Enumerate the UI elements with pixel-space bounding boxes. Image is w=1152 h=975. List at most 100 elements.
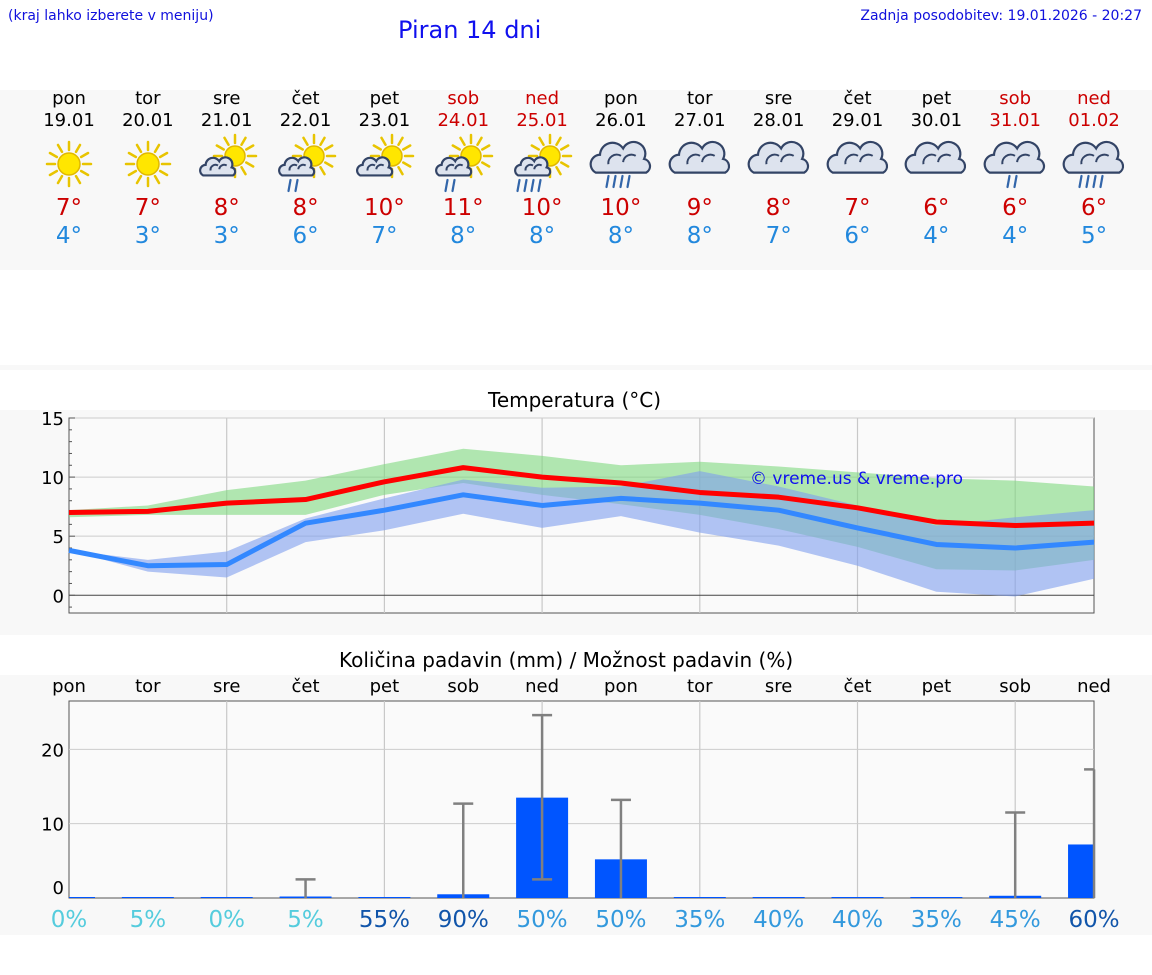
day-column: pet 23.01 10° 7° bbox=[344, 88, 424, 250]
sun-icon bbox=[124, 140, 172, 188]
y-tick-label: 10 bbox=[41, 815, 64, 836]
x-category-label: pet bbox=[370, 676, 400, 697]
location-menu-hint[interactable]: (kraj lahko izberete v meniju) bbox=[8, 8, 214, 24]
temp-max: 8° bbox=[765, 195, 792, 221]
day-date: 20.01 bbox=[122, 110, 174, 131]
max-temp-line bbox=[68, 465, 1095, 529]
temp-min: 3° bbox=[213, 223, 240, 249]
weather-icon bbox=[747, 140, 809, 174]
y-tick-label: 0 bbox=[53, 878, 64, 899]
temp-min: 3° bbox=[134, 223, 161, 249]
x-category-label: tor bbox=[135, 676, 161, 697]
day-column: tor 20.01 7° 3° bbox=[108, 88, 188, 250]
sun-icon bbox=[45, 140, 93, 188]
temp-max: 7° bbox=[844, 195, 871, 221]
temp-max: 6° bbox=[923, 195, 950, 221]
x-category-label: ned bbox=[1077, 676, 1111, 697]
precip-probability-label: 50% bbox=[595, 907, 646, 933]
precip-probability-label: 35% bbox=[674, 907, 725, 933]
day-column: pon 26.01 10° 8° bbox=[581, 88, 661, 250]
weather-icon bbox=[904, 140, 967, 174]
temperature-chart-title: Temperatura (°C) bbox=[488, 388, 662, 412]
day-date: 30.01 bbox=[910, 110, 963, 131]
x-category-label: pet bbox=[922, 676, 952, 697]
temp-max: 7° bbox=[134, 195, 161, 221]
day-name: tor bbox=[687, 88, 713, 109]
day-date: 28.01 bbox=[752, 110, 805, 131]
weather-icon bbox=[668, 140, 730, 174]
precip-probability-label: 35% bbox=[911, 907, 962, 933]
day-name: sob bbox=[447, 88, 480, 109]
temp-max: 8° bbox=[292, 195, 319, 221]
min-range-band bbox=[69, 471, 1095, 597]
day-date: 01.02 bbox=[1068, 110, 1120, 131]
precip-probability-label: 90% bbox=[438, 907, 489, 933]
watermark: © vreme.us & vreme.pro bbox=[750, 469, 963, 489]
x-category-label: čet bbox=[292, 676, 320, 697]
precip-bar bbox=[1068, 844, 1094, 898]
cloud-icon bbox=[747, 140, 809, 174]
sun-cloud-icon bbox=[356, 133, 415, 179]
plot-area bbox=[68, 700, 1095, 899]
day-date: 19.01 bbox=[43, 110, 95, 131]
precip-bar bbox=[752, 897, 805, 898]
y-tick-label: 0 bbox=[53, 586, 64, 607]
temp-max: 7° bbox=[55, 195, 83, 221]
temp-max: 10° bbox=[364, 195, 405, 221]
temp-max: 6° bbox=[1002, 195, 1029, 221]
day-name: pon bbox=[52, 88, 86, 109]
temp-min: 6° bbox=[292, 223, 319, 249]
precip-bar bbox=[200, 897, 253, 898]
cloud-heavy-rain-icon bbox=[589, 140, 651, 189]
day-date: 29.01 bbox=[831, 110, 884, 131]
temp-max: 9° bbox=[686, 195, 713, 221]
day-date: 23.01 bbox=[358, 110, 411, 131]
day-date: 21.01 bbox=[200, 110, 253, 131]
y-tick-label: 5 bbox=[53, 527, 64, 548]
day-name: pet bbox=[369, 88, 400, 109]
temp-min: 5° bbox=[1080, 223, 1108, 249]
day-name: čet bbox=[291, 88, 320, 109]
day-name: pon bbox=[604, 88, 638, 109]
day-column: sre 28.01 8° 7° bbox=[739, 88, 819, 250]
precip-probability-label: 5% bbox=[130, 907, 167, 933]
precip-probability-label: 0% bbox=[208, 907, 245, 933]
precip-probability-label: 40% bbox=[753, 907, 804, 933]
day-column: pet 30.01 6° 4° bbox=[896, 88, 976, 250]
weather-icon bbox=[198, 133, 257, 179]
precip-probability-label: 50% bbox=[517, 907, 568, 933]
weather-icon bbox=[277, 133, 336, 193]
day-column: čet 22.01 8° 6° bbox=[266, 88, 346, 250]
x-category-label: čet bbox=[843, 676, 871, 697]
temp-max: 10° bbox=[521, 195, 563, 221]
x-category-label: tor bbox=[687, 676, 713, 697]
day-name: ned bbox=[525, 88, 560, 109]
sun-cloud-rain-icon bbox=[277, 133, 336, 193]
temp-max: 11° bbox=[442, 195, 484, 221]
day-name: sre bbox=[764, 88, 793, 109]
page-title: Piran 14 dni bbox=[398, 16, 542, 44]
last-update: Zadnja posodobitev: 19.01.2026 - 20:27 bbox=[860, 8, 1142, 24]
day-date: 22.01 bbox=[279, 110, 332, 131]
x-category-label: pon bbox=[52, 676, 86, 697]
x-category-label: sre bbox=[765, 676, 792, 697]
weather-icon bbox=[124, 140, 172, 188]
temp-min: 7° bbox=[371, 223, 398, 249]
precip-probability-label: 60% bbox=[1068, 907, 1119, 933]
x-category-label: sob bbox=[447, 676, 479, 697]
day-name: ned bbox=[1077, 88, 1111, 109]
temp-min: 4° bbox=[55, 223, 83, 249]
weather-icon bbox=[826, 140, 888, 174]
precip-chart: 0 10 20 pon tor sre čet pet sob ned pon tor sre čet pe… bbox=[41, 676, 1120, 933]
day-date: 25.01 bbox=[516, 110, 568, 131]
sun-cloud-heavy-rain-icon bbox=[514, 133, 573, 193]
precip-probability-label: 5% bbox=[287, 907, 324, 933]
precip-bar bbox=[910, 897, 963, 898]
y-tick-label: 20 bbox=[41, 740, 64, 761]
day-column: sob 24.01 11° 8° bbox=[423, 88, 503, 250]
cloud-icon bbox=[826, 140, 888, 174]
weather-icon bbox=[983, 140, 1046, 189]
precip-bar bbox=[121, 897, 174, 898]
temp-max: 8° bbox=[213, 195, 240, 221]
day-date: 26.01 bbox=[595, 110, 647, 131]
